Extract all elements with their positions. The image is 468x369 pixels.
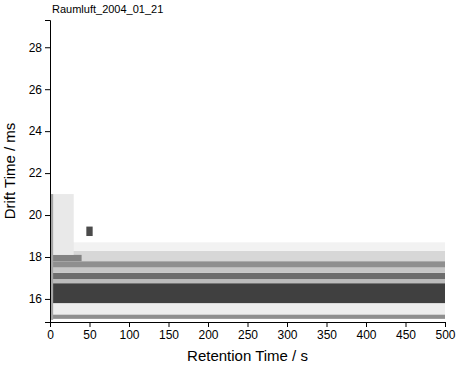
y-tick: 18 — [29, 250, 50, 264]
x-tick-label: 250 — [238, 328, 258, 342]
x-tick-label: 500 — [435, 328, 455, 342]
heat-cell — [50, 267, 445, 272]
x-axis-line — [51, 323, 446, 328]
y-tick-mark — [45, 47, 50, 48]
y-tick-mark — [45, 257, 50, 258]
heat-cell — [50, 279, 445, 283]
y-axis-line — [45, 21, 51, 323]
x-tick: 0 — [47, 322, 54, 342]
heat-cell — [50, 283, 445, 303]
heat-cell — [50, 261, 445, 267]
y-tick: 24 — [29, 124, 50, 138]
x-tick-mark — [208, 322, 209, 327]
heat-cell — [50, 255, 82, 261]
heat-cell — [50, 251, 445, 261]
y-tick-label: 22 — [29, 166, 43, 180]
y-tick-label: 18 — [29, 250, 43, 264]
x-tick: 250 — [238, 322, 258, 342]
y-tick-label: 24 — [29, 124, 43, 138]
y-tick: 20 — [29, 208, 50, 222]
x-tick-label: 400 — [356, 328, 376, 342]
y-tick: 22 — [29, 166, 50, 180]
cells — [50, 194, 445, 320]
x-tick-mark — [406, 322, 407, 327]
y-tick-label: 26 — [29, 83, 43, 97]
y-axis: 16 18 20 22 24 26 28 — [29, 21, 51, 323]
y-tick-mark — [45, 89, 50, 90]
heat-cell — [50, 303, 445, 315]
y-tick-mark — [45, 131, 50, 132]
y-tick-label: 28 — [29, 41, 43, 55]
x-tick-label: 50 — [83, 328, 97, 342]
y-tick-mark — [45, 299, 50, 300]
x-tick-label: 200 — [198, 328, 218, 342]
heat-cell — [50, 194, 74, 255]
x-tick-mark — [248, 322, 249, 327]
x-tick-label: 450 — [396, 328, 416, 342]
y-tick-label: 20 — [29, 208, 43, 222]
x-tick: 200 — [198, 322, 218, 342]
x-tick-mark — [445, 322, 446, 327]
title: Raumluft_2004_01_21 — [52, 3, 163, 15]
x-tick: 500 — [435, 322, 455, 342]
x-tick-mark — [287, 322, 288, 327]
heat-cell — [50, 273, 445, 279]
y-tick: 26 — [29, 83, 50, 97]
y-tick: 28 — [29, 41, 50, 55]
x-tick: 350 — [317, 322, 337, 342]
x-axis: 0 50 100 150 200 250 300 350 400 450 500 — [47, 322, 456, 342]
heat-cell — [50, 315, 445, 319]
x-tick: 400 — [356, 322, 376, 342]
x-tick-label: 350 — [317, 328, 337, 342]
chart: 0 50 100 150 200 250 300 350 400 450 500 16 18 20 22 24… — [0, 0, 468, 369]
x-tick-mark — [169, 322, 170, 327]
x-tick: 50 — [83, 322, 97, 342]
heat-cell — [86, 227, 92, 236]
x-axis-title: Retention Time / s — [187, 347, 308, 364]
x-tick-mark — [129, 322, 130, 327]
x-tick-label: 0 — [47, 328, 54, 342]
y-tick: 16 — [29, 292, 50, 306]
x-tick-mark — [90, 322, 91, 327]
x-tick: 300 — [277, 322, 297, 342]
x-tick: 450 — [396, 322, 416, 342]
x-tick-label: 300 — [277, 328, 297, 342]
x-tick-label: 100 — [119, 328, 139, 342]
x-tick-mark — [327, 322, 328, 327]
y-tick-mark — [45, 173, 50, 174]
x-tick-mark — [366, 322, 367, 327]
x-tick: 100 — [119, 322, 139, 342]
y-tick-label: 16 — [29, 292, 43, 306]
heat-cell — [50, 242, 445, 250]
plot: 0 50 100 150 200 250 300 350 400 450 500 16 18 20 22 24… — [29, 21, 456, 342]
x-tick-label: 150 — [159, 328, 179, 342]
y-axis-title: Drift Time / ms — [1, 123, 18, 220]
y-tick-mark — [45, 215, 50, 216]
x-tick: 150 — [159, 322, 179, 342]
